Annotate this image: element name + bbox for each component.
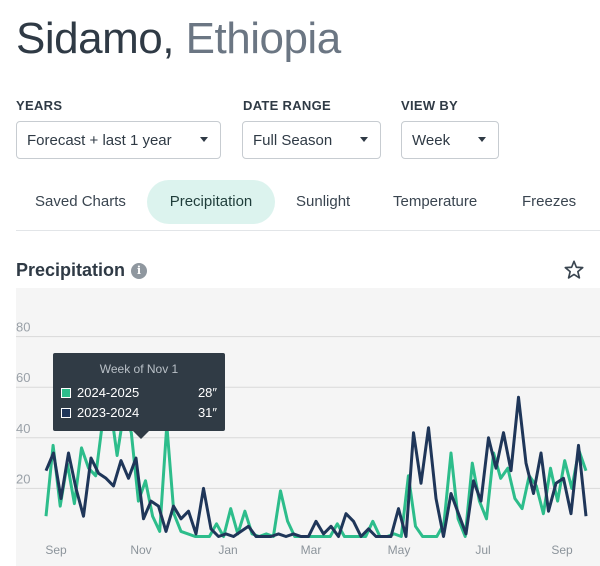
caret-down-icon <box>200 137 208 142</box>
country-name: Ethiopia <box>185 14 342 63</box>
years-label: YEARS <box>16 98 63 113</box>
city-name: Sidamo, <box>16 14 174 63</box>
x-tick-label: Sep <box>45 543 67 557</box>
tab-precipitation[interactable]: Precipitation <box>147 180 275 224</box>
y-tick-label: 60 <box>16 370 30 385</box>
view-by-label: VIEW BY <box>401 98 458 113</box>
tooltip-series-value: 28″ <box>197 385 217 400</box>
date-range-label: DATE RANGE <box>243 98 331 113</box>
tabs-divider <box>16 230 600 231</box>
y-tick-label: 20 <box>16 471 30 486</box>
tooltip-series-name: 2023-2024 <box>77 405 140 420</box>
chart-series <box>44 395 588 538</box>
series-line-2023-2024[interactable] <box>44 395 588 538</box>
section-title: Precipitation <box>16 260 126 280</box>
tab-sunlight[interactable]: Sunlight <box>296 193 351 210</box>
tooltip-title: Week of Nov 1 <box>99 362 179 376</box>
star-icon[interactable] <box>563 259 585 281</box>
tooltip-row-2024-2025: 2024-2025 28″ <box>61 384 217 402</box>
x-axis-labels: Sep Nov Jan Mar May Jul Sep <box>45 543 573 557</box>
tab-bar: Saved Charts Precipitation Sunlight Temp… <box>0 180 600 226</box>
chart-tooltip: Week of Nov 1 2024-2025 28″ 2023-2024 31… <box>53 353 225 439</box>
legend-swatch-2024-2025 <box>61 388 71 398</box>
y-tick-label: 40 <box>16 421 30 436</box>
date-range-select[interactable]: Full Season <box>242 121 381 159</box>
tooltip-series-value: 31″ <box>197 405 217 420</box>
info-icon[interactable]: i <box>131 263 147 279</box>
years-select[interactable]: Forecast + last 1 year <box>16 121 221 159</box>
page-title: Sidamo, Ethiopia <box>16 10 341 68</box>
tooltip-row-2023-2024: 2023-2024 31″ <box>61 404 217 422</box>
legend-swatch-2023-2024 <box>61 408 71 418</box>
x-tick-label: May <box>388 543 411 557</box>
x-tick-label: Nov <box>130 543 151 557</box>
tab-saved-charts[interactable]: Saved Charts <box>35 193 126 210</box>
date-range-value: Full Season <box>253 131 333 149</box>
caret-down-icon <box>360 137 368 142</box>
x-tick-label: Jul <box>475 543 490 557</box>
tab-freezes[interactable]: Freezes <box>522 193 577 210</box>
x-tick-label: Jan <box>218 543 237 557</box>
caret-down-icon <box>478 137 486 142</box>
tooltip-series-name: 2024-2025 <box>77 385 140 400</box>
view-by-value: Week <box>412 131 451 149</box>
y-tick-label: 80 <box>16 320 30 335</box>
tab-temperature[interactable]: Temperature <box>393 193 478 210</box>
view-by-select[interactable]: Week <box>401 121 499 159</box>
years-value: Forecast + last 1 year <box>27 131 172 149</box>
x-tick-label: Sep <box>551 543 573 557</box>
x-tick-label: Mar <box>301 543 322 557</box>
